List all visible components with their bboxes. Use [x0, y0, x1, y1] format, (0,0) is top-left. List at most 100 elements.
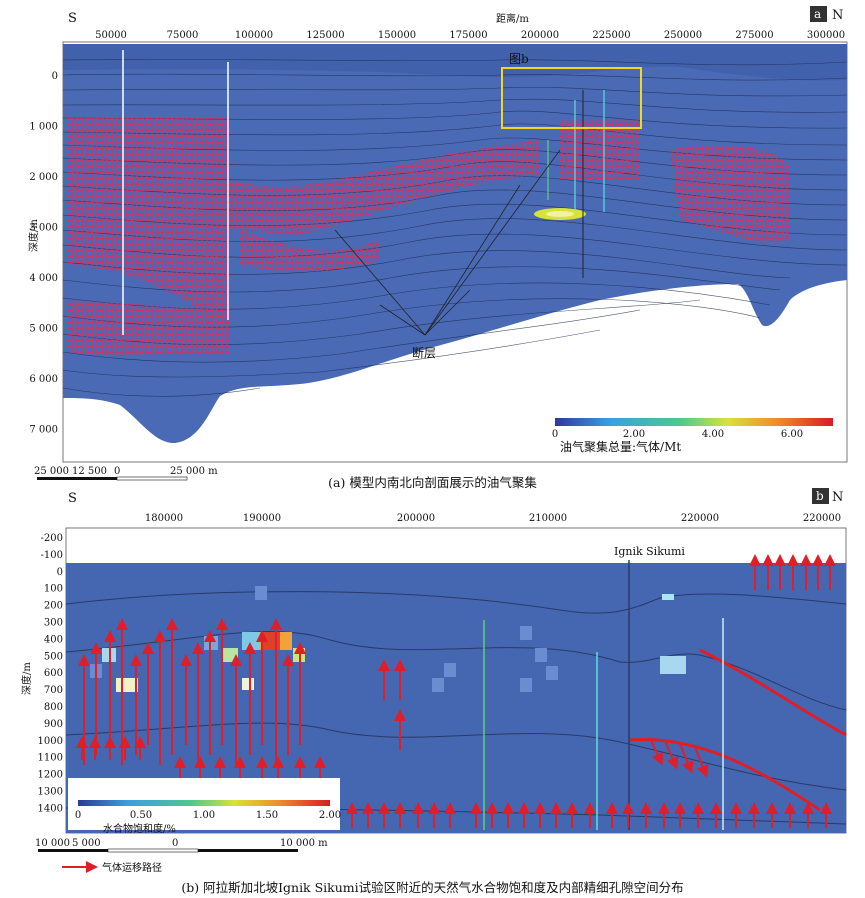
x-tick-a-label: 175000	[449, 30, 487, 41]
upper-layers	[63, 44, 847, 81]
x-tick-a-label: 100000	[235, 30, 273, 41]
scale-bar-b: 10 000 5 000 0 10 000 m	[35, 838, 328, 853]
panel-b-north: N	[832, 490, 843, 505]
panel-a-tag: a	[814, 7, 821, 21]
colorbar-b-ticks: 0 0.50 1.00 1.50 2.00	[75, 810, 341, 821]
inset-box	[501, 67, 642, 129]
x-tick-a-label: 200000	[521, 30, 559, 41]
colorbar-b-title: 水合物饱和度/%	[103, 822, 176, 835]
x-tick-a-label: 300000	[807, 30, 845, 41]
y-tick-a-label: 5 000	[29, 324, 58, 335]
colorbar-a-tick: 0	[552, 429, 558, 440]
y-tick-b-label: 400	[44, 634, 63, 645]
x-ticks-a: 50000 75000 100000 125000 150000 175000 200000…	[95, 30, 845, 41]
x-axis-title-a: 距离/m	[496, 12, 529, 25]
y-tick-b-label: 100	[44, 584, 63, 595]
migration-arrows	[76, 554, 836, 828]
migration-arrow	[679, 743, 694, 774]
x-tick-a-label: 150000	[378, 30, 416, 41]
y-tick-a-label: 7 000	[29, 425, 58, 436]
x-tick-b-label: 220000	[681, 513, 719, 524]
svg-text:10 000 m: 10 000 m	[280, 838, 328, 849]
y-tick-a-label: 2 000	[29, 172, 58, 183]
colorbar-a-title: 油气聚集总量:气体/Mt	[560, 439, 681, 454]
panel-a-north: N	[832, 8, 843, 23]
y-tick-a-label: 1 000	[29, 122, 58, 133]
colorbar-b-tick: 0	[75, 810, 81, 821]
well-label: Ignik Sikumi	[614, 545, 685, 558]
svg-text:0: 0	[114, 466, 120, 477]
colorbar-a-ticks: 0 2.00 4.00 6.00	[552, 429, 803, 440]
fault-leaders	[334, 149, 561, 336]
y-tick-a-label: 6 000	[29, 374, 58, 385]
y-ticks-a: 0 1 000 2 000 3 000 4 000 5 000 6 000 7 000	[29, 71, 58, 436]
y-tick-b-label: 1300	[38, 787, 63, 798]
migration-arrow	[664, 740, 679, 770]
colorbar-b-tick: 1.50	[256, 810, 278, 821]
y-axis-title-a: 深度/m	[27, 219, 40, 252]
x-tick-b-label: 210000	[529, 513, 567, 524]
scale-bar-a: 25 000 12 500 0 25 000 m	[34, 466, 218, 481]
panel-a: 断层 图b S N a 距离/m 50000 75000 100000 125000 1…	[27, 6, 848, 481]
inset-label: 图b	[509, 52, 529, 66]
y-tick-b-label: 800	[44, 702, 63, 713]
panel-b-south: S	[68, 491, 77, 506]
panel-b-tag-box	[812, 488, 829, 504]
y-tick-a-label: 0	[52, 71, 58, 82]
x-tick-a-label: 50000	[95, 30, 127, 41]
svg-text:0: 0	[172, 838, 178, 849]
fault-trace-2	[629, 738, 821, 812]
svg-text:25 000: 25 000	[34, 466, 69, 477]
caption-a: (a) 模型内南北向剖面展示的油气聚集	[328, 475, 537, 490]
x-tick-b-label: 180000	[145, 513, 183, 524]
panel-b: Ignik Sikumi S N b 180000 190000 200000 210…	[20, 488, 847, 874]
caption-b: (b) 阿拉斯加北坡Ignik Sikumi试验区附近的天然气水合物饱和度及内部…	[181, 880, 684, 895]
colorbar-b-tick: 1.00	[193, 810, 215, 821]
y-ticks-b: -200 -100 0 100 200 300 400 500 600 700 800 900 1000…	[38, 533, 63, 814]
panel-b-tag: b	[816, 489, 824, 503]
panel-a-tag-box	[810, 6, 827, 22]
y-tick-b-label: 0	[57, 567, 63, 578]
colorbar-a-tick: 6.00	[781, 429, 803, 440]
y-tick-a-label: 3 000	[29, 223, 58, 234]
y-tick-b-label: 1100	[38, 753, 63, 764]
colorbar-b-tick: 2.00	[319, 810, 341, 821]
colorbar-a-tick: 2.00	[623, 429, 645, 440]
x-tick-b-label: 190000	[243, 513, 281, 524]
y-tick-b-label: 1400	[38, 803, 63, 814]
svg-text:12 500: 12 500	[72, 466, 107, 477]
svg-text:25 000 m: 25 000 m	[170, 466, 218, 477]
y-tick-b-label: 900	[44, 719, 63, 730]
x-ticks-b: 180000 190000 200000 210000 220000 220000	[145, 513, 841, 524]
hydrocarbon-accumulations	[68, 118, 790, 356]
legend-label: 气体运移路径	[102, 861, 162, 874]
svg-text:5 000: 5 000	[72, 838, 101, 849]
y-tick-b-label: 500	[44, 651, 63, 662]
y-tick-b-label: 1000	[38, 736, 63, 747]
x-tick-b-label: 220000	[803, 513, 841, 524]
y-tick-b-label: 700	[44, 685, 63, 696]
svg-text:10 000: 10 000	[35, 838, 70, 849]
x-tick-a-label: 225000	[592, 30, 630, 41]
y-tick-b-label: 1200	[38, 770, 63, 781]
y-tick-b-label: 200	[44, 601, 63, 612]
colorbar-a-tick: 4.00	[702, 429, 724, 440]
fault-label: 断层	[412, 345, 436, 360]
y-tick-b-label: -100	[41, 550, 63, 561]
colorbar-a	[555, 418, 833, 426]
colorbar-b	[78, 800, 330, 806]
panel-a-south: S	[68, 11, 77, 26]
y-tick-b-label: 300	[44, 618, 63, 629]
x-tick-a-label: 75000	[167, 30, 199, 41]
colorbar-b-tick: 0.50	[130, 810, 152, 821]
y-tick-a-label: 4 000	[29, 273, 58, 284]
y-tick-b-label: 600	[44, 668, 63, 679]
x-tick-a-label: 125000	[306, 30, 344, 41]
x-tick-b-label: 200000	[397, 513, 435, 524]
x-tick-a-label: 250000	[664, 30, 702, 41]
fault-trace-1	[699, 648, 847, 737]
migration-arrow	[694, 746, 709, 778]
y-tick-b-label: -200	[41, 533, 63, 544]
migration-arrow	[649, 737, 663, 766]
